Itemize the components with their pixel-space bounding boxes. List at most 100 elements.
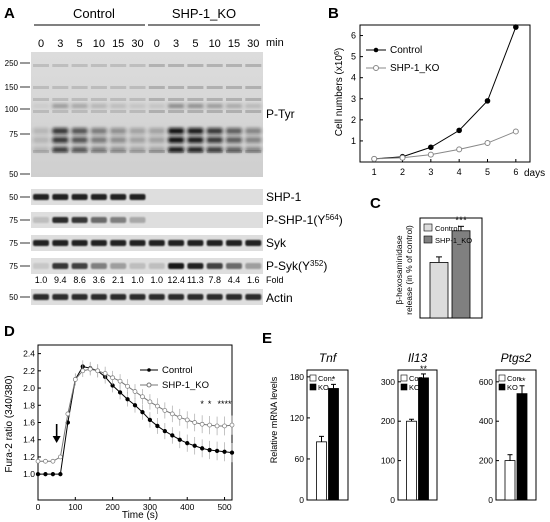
strip-label: Syk — [266, 236, 287, 250]
legend-label: KO — [318, 383, 329, 392]
ptyr-band — [90, 147, 107, 152]
y-tick-label: 5 — [351, 52, 356, 62]
ptyr-band — [90, 128, 107, 134]
data-point — [170, 433, 175, 438]
data-point — [169, 411, 175, 417]
ptyr-faint-band — [52, 98, 69, 101]
ptyr-band — [245, 137, 262, 143]
data-point — [65, 411, 71, 417]
mw-marker: 100 — [5, 105, 19, 114]
ptyr-faint-band — [90, 86, 107, 89]
ptyr-faint-band — [168, 86, 185, 89]
strip-band — [226, 240, 242, 246]
panel-c-ylabel-line2: release (in % of control) — [404, 225, 414, 315]
chart-b: 1 2 3 4 5 6 1 2 3 4 5 6 Control SHP-1_KO — [351, 24, 531, 177]
y-tick-label: 4 — [351, 73, 356, 83]
fold-value: 7.8 — [208, 275, 221, 285]
data-point — [427, 151, 434, 158]
ptyr-band — [226, 137, 242, 143]
data-point — [132, 389, 138, 394]
ptyr-faint-band — [148, 86, 165, 89]
strip-band — [129, 294, 146, 300]
ptyr-faint-band — [33, 98, 49, 101]
x-tick-label: 300 — [143, 502, 157, 512]
ptyr-faint-band — [245, 98, 262, 101]
ptyr-faint-band — [110, 98, 127, 101]
ptyr-band — [226, 128, 242, 134]
data-point — [513, 24, 519, 30]
strip-label: SHP-1 — [266, 190, 302, 204]
ptyr-band — [71, 104, 88, 108]
strip-band — [33, 263, 49, 269]
ptyr-faint-band — [168, 98, 185, 101]
ptyr-band — [90, 137, 107, 143]
legend-marker — [146, 382, 152, 388]
mw-marker: 250 — [5, 59, 19, 68]
x-tick-label: 1 — [372, 167, 377, 177]
mw-marker: 75 — [9, 216, 18, 225]
data-point — [371, 155, 378, 162]
mw-marker: 75 — [9, 239, 18, 248]
time-label: 0 — [154, 38, 160, 50]
data-point — [43, 458, 48, 464]
ptyr-faint-band — [187, 110, 204, 113]
time-unit: min — [266, 37, 284, 49]
strip-band — [226, 263, 242, 269]
x-tick-label: 5 — [485, 167, 490, 177]
strip-band — [52, 294, 69, 300]
plot-frame — [359, 24, 531, 163]
data-point — [58, 472, 63, 477]
y-tick-label: 2.4 — [23, 349, 35, 359]
ptyr-faint-band — [71, 98, 88, 101]
legend-swatch — [400, 383, 408, 391]
panel-letter-e: E — [262, 330, 272, 347]
chart-d: 0 100 200 300 400 500 1.0 1.2 1.4 1.6 1.8 2.0 2.2 2.4… — [23, 344, 235, 512]
ptyr-band — [187, 104, 204, 108]
time-label: 30 — [247, 38, 259, 50]
ptyr-band — [187, 128, 204, 134]
ptyr-faint-band — [187, 98, 204, 101]
fold-value: 9.4 — [54, 275, 67, 285]
bar — [516, 393, 528, 501]
strip-blot-bg — [31, 212, 263, 228]
ptyr-band — [206, 137, 223, 143]
fold-value: 1.6 — [247, 275, 260, 285]
ptyr-band — [226, 147, 242, 152]
data-point — [155, 403, 160, 409]
strip-band — [206, 263, 223, 269]
ptyr-faint-band — [226, 86, 242, 89]
fold-value: 8.6 — [73, 275, 86, 285]
y-tick-label: 2.2 — [23, 366, 35, 376]
strip-band — [129, 263, 146, 269]
data-point — [484, 140, 491, 147]
ptyr-band — [110, 147, 127, 152]
significance: **** — [218, 399, 233, 409]
ptyr-faint-band — [187, 64, 204, 67]
ptyr-faint-band — [187, 86, 204, 89]
mw-marker: 75 — [9, 130, 18, 139]
significance: * — [208, 399, 212, 409]
y-tick-label: 1 — [351, 136, 356, 146]
strip-band — [33, 217, 49, 223]
panel-letter-c: C — [370, 195, 381, 212]
ptyr-band — [110, 104, 127, 108]
group-label-ko: SHP-1_KO — [172, 6, 236, 21]
plot-frame — [419, 217, 483, 319]
data-point — [50, 458, 56, 464]
time-label: 0 — [38, 38, 44, 50]
ptyr-band — [129, 128, 146, 134]
y-tick-label: 2.0 — [23, 383, 35, 393]
ptyr-faint-band — [110, 64, 127, 67]
ptyr-band — [129, 104, 146, 108]
data-point — [456, 127, 462, 134]
ptyr-faint-band — [129, 110, 146, 113]
ptyr-faint-band — [129, 98, 146, 101]
ptyr-faint-band — [90, 110, 107, 113]
y-tick-label: 1.8 — [23, 400, 35, 410]
strip-band — [71, 217, 88, 223]
strip-band — [52, 240, 69, 246]
ptyr-band — [52, 128, 69, 134]
data-point — [117, 378, 123, 384]
panel-e-ylabel: Relative mRNA levels — [269, 376, 279, 463]
